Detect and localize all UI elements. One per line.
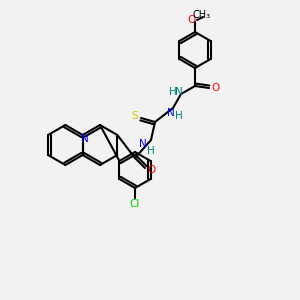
Text: N: N: [139, 139, 147, 149]
Text: O: O: [187, 15, 195, 25]
Text: S: S: [132, 111, 138, 121]
Text: Cl: Cl: [130, 199, 140, 209]
Text: CH₃: CH₃: [193, 10, 211, 20]
Text: N: N: [81, 134, 88, 144]
Text: H: H: [147, 146, 155, 156]
Text: H: H: [169, 87, 177, 97]
Text: O: O: [147, 165, 155, 175]
Text: H: H: [175, 111, 183, 121]
Text: O: O: [211, 83, 219, 93]
Text: N: N: [175, 87, 183, 97]
Text: N: N: [167, 108, 175, 118]
